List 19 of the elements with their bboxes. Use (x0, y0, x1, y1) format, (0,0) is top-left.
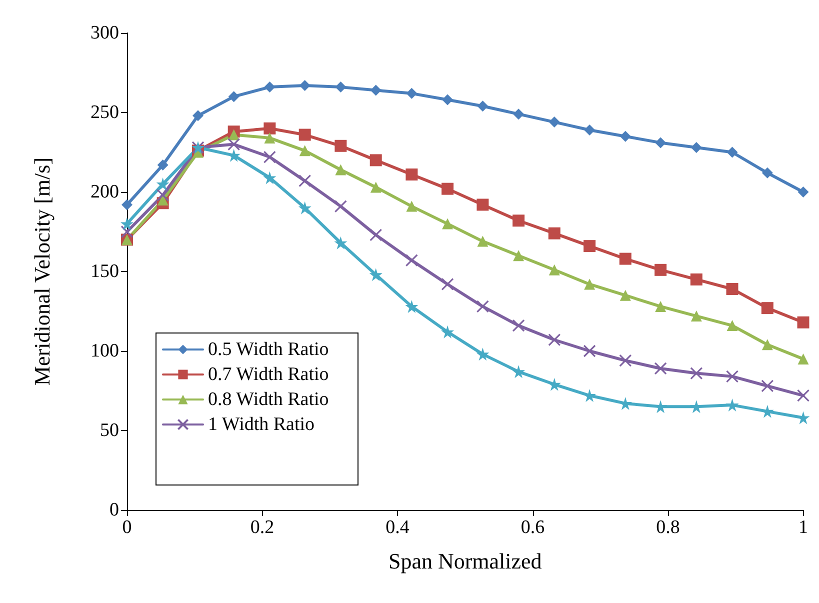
x-axis-title: Span Normalized (388, 548, 542, 574)
y-tick-label: 50 (100, 420, 119, 441)
x-tick-label: 0 (122, 517, 132, 538)
x-tick-label: 0.8 (656, 517, 680, 538)
x-tick-label: 0.2 (250, 517, 274, 538)
legend-label: 0.8 Width Ratio (208, 389, 329, 410)
legend-label: 0.5 Width Ratio (208, 339, 329, 360)
y-axis-title: Meridional Velocity [m/s] (30, 157, 54, 386)
legend-label: 1 Width Ratio (208, 414, 315, 435)
y-tick-label: 150 (90, 261, 119, 282)
y-tick-label: 200 (90, 182, 119, 202)
y-tick-label: 0 (110, 500, 119, 520)
legend-label: 0.7 Width Ratio (208, 364, 329, 385)
y-tick-label: 250 (90, 102, 119, 123)
x-tick-label: 1 (798, 517, 808, 538)
y-tick-label: 300 (90, 22, 119, 44)
x-tick-label: 0.4 (386, 517, 410, 538)
x-tick-label: 0.6 (520, 517, 545, 538)
y-tick-label: 100 (90, 340, 119, 362)
